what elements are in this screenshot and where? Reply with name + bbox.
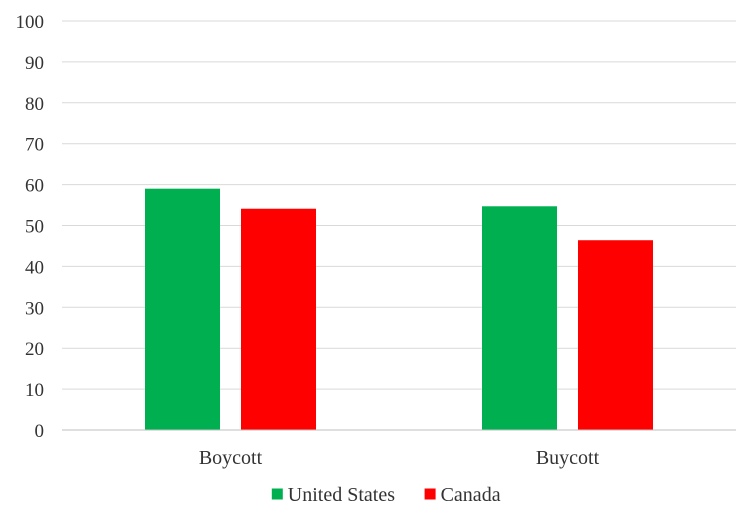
bar-canada-boycott (241, 208, 316, 430)
y-tick-label: 80 (25, 94, 44, 115)
x-category-label-buycott: Buycott (536, 447, 600, 469)
legend-label-united-states: United States (288, 484, 395, 506)
y-tick-label: 60 (25, 176, 44, 197)
bar-united-states-boycott (145, 188, 220, 430)
y-tick-label: 40 (25, 257, 44, 278)
x-axis-category-labels: Boycott Buycott (199, 447, 600, 469)
legend-label-canada: Canada (441, 484, 501, 506)
y-tick-label: 10 (25, 380, 44, 401)
legend-swatch-united-states (271, 488, 283, 500)
y-tick-label: 30 (25, 298, 44, 319)
bars (145, 188, 653, 430)
bar-united-states-buycott (482, 206, 557, 430)
y-tick-label: 50 (25, 217, 44, 238)
y-tick-label: 90 (25, 53, 44, 74)
x-category-label-boycott: Boycott (199, 447, 263, 469)
y-axis-tick-labels: 0 10 20 30 40 50 60 70 80 90 100 (16, 12, 45, 442)
y-tick-label: 100 (16, 12, 45, 33)
y-tick-label: 70 (25, 135, 44, 156)
y-tick-label: 20 (25, 339, 44, 360)
legend: United States Canada (271, 484, 501, 506)
bar-canada-buycott (578, 240, 653, 430)
legend-swatch-canada (424, 488, 436, 500)
y-tick-label: 0 (35, 421, 45, 442)
